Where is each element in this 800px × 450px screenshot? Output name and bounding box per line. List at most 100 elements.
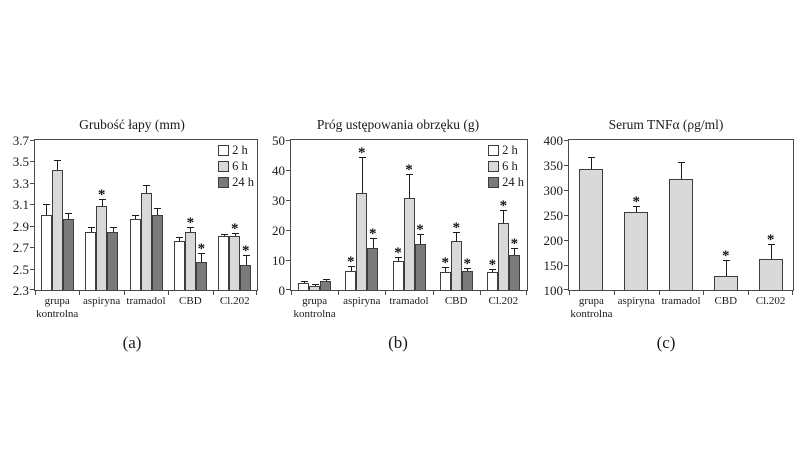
error-bar xyxy=(372,239,374,249)
error-bar-cap xyxy=(87,226,95,228)
error-bar xyxy=(314,284,316,286)
error-bar-cap xyxy=(187,226,195,228)
error-bar xyxy=(398,258,399,261)
y-tick-label: 50 xyxy=(272,133,285,148)
bar xyxy=(450,241,462,290)
error-bar xyxy=(361,158,363,193)
error-bar-cap xyxy=(442,267,450,269)
y-axis-tick xyxy=(564,140,569,141)
significance-asterisk: * xyxy=(766,232,775,248)
x-axis-tick xyxy=(79,290,81,295)
error-bar xyxy=(681,162,682,179)
x-axis-tick xyxy=(526,290,527,295)
y-tick-label: 10 xyxy=(272,253,285,268)
bar xyxy=(403,197,415,290)
error-bar-cap xyxy=(511,248,519,250)
error-bar xyxy=(135,216,136,220)
y-axis-tick xyxy=(286,230,291,231)
legend-swatch xyxy=(488,144,500,156)
significance-asterisk: * xyxy=(358,145,366,161)
legend-label: 6 h xyxy=(232,158,248,173)
category-label: CBD xyxy=(444,295,468,307)
significance-asterisk: * xyxy=(632,194,640,210)
x-axis-labels: grupa kontrolna aspiryna tramadol CBD Cl.202 xyxy=(291,295,528,321)
chart-title: Grubość łapy (mm) xyxy=(79,117,185,132)
y-axis-tick xyxy=(564,240,569,241)
y-axis-tick xyxy=(564,265,569,266)
error-bar xyxy=(325,279,327,281)
significance-asterisk: * xyxy=(463,255,471,272)
category-label: tramadol xyxy=(126,295,166,307)
x-axis-tick xyxy=(479,290,481,295)
error-bar xyxy=(179,237,181,241)
legend-label: 6 h xyxy=(502,158,518,173)
y-axis-tick xyxy=(30,268,35,270)
error-bar-cap xyxy=(347,266,355,268)
bar xyxy=(624,211,649,290)
bar xyxy=(669,179,693,290)
category-label: grupa kontrolna xyxy=(36,295,79,321)
error-bar-cap xyxy=(722,260,730,261)
category-label: aspiryna xyxy=(343,295,381,307)
y-tick-label: 2.3 xyxy=(12,283,29,298)
x-axis-labels: grupa kontrolna aspiryna tramadol CBD Cl.202 xyxy=(569,295,794,321)
legend-label: 2 h xyxy=(502,142,518,157)
y-axis-tick xyxy=(286,140,291,141)
error-bar-cap xyxy=(231,233,239,235)
bar xyxy=(51,170,63,290)
error-bar xyxy=(245,255,247,266)
bar xyxy=(240,265,252,290)
error-bar xyxy=(303,281,305,284)
category-label: CBD xyxy=(179,295,202,307)
error-bar-cap xyxy=(369,238,377,239)
y-axis-tick xyxy=(30,289,35,290)
error-bar xyxy=(234,234,236,237)
y-tick-label: 40 xyxy=(272,163,285,178)
y-tick-label: 2.7 xyxy=(12,240,29,256)
error-bar xyxy=(591,157,593,169)
y-axis: 100 150 200 250 300 350 400 xyxy=(538,134,568,298)
bar xyxy=(439,272,451,290)
error-bar-cap xyxy=(43,204,51,206)
error-bar-cap xyxy=(395,257,402,259)
error-bar xyxy=(190,227,192,233)
legend-item: 6 h xyxy=(488,158,524,174)
legend-swatch xyxy=(218,176,230,188)
x-axis-tick xyxy=(291,290,292,295)
bar xyxy=(345,270,357,290)
y-axis-tick xyxy=(286,170,291,171)
y-axis-tick xyxy=(286,260,291,261)
chart-title: Serum TNFα (ρg/ml) xyxy=(608,117,724,132)
error-bar-cap xyxy=(464,267,472,269)
error-bar-cap xyxy=(109,226,117,228)
error-bar-cap xyxy=(767,244,775,245)
y-axis-tick xyxy=(564,190,569,191)
error-bar-cap xyxy=(143,185,150,187)
bar xyxy=(173,240,185,290)
error-bar xyxy=(101,200,103,207)
significance-asterisk: * xyxy=(197,240,206,257)
bar xyxy=(151,215,163,290)
chart-panel-b: Próg ustępowania obrzęku (g) 0 10 20 30 40 50… xyxy=(268,116,528,353)
significance-asterisk: * xyxy=(369,226,377,242)
error-bar-cap xyxy=(678,161,685,163)
category-label: grupa kontrolna xyxy=(293,295,336,321)
category-label: tramadol xyxy=(661,295,701,307)
legend-item: 24 h xyxy=(218,174,254,190)
legend-swatch xyxy=(488,176,500,188)
error-bar-cap xyxy=(220,234,228,236)
x-axis-tick xyxy=(748,290,750,295)
bar xyxy=(129,219,141,290)
bar xyxy=(40,215,52,290)
y-axis-tick xyxy=(30,247,35,249)
legend-swatch xyxy=(218,144,230,156)
y-axis-tick xyxy=(564,289,569,290)
bar xyxy=(414,244,426,290)
y-tick-label: 3.1 xyxy=(12,197,29,213)
y-axis-tick xyxy=(30,182,35,184)
legend-label: 2 h xyxy=(232,142,248,157)
error-bar-cap xyxy=(154,207,161,209)
error-bar xyxy=(68,213,70,220)
error-bar-cap xyxy=(98,199,106,200)
